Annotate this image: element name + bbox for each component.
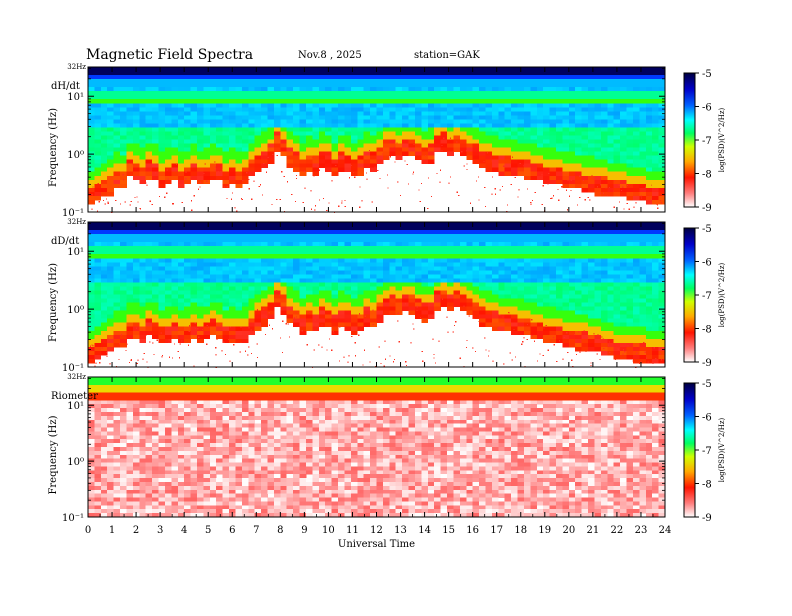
- station-label: station=GAK: [414, 50, 480, 61]
- colorbar-tick-label: -6: [702, 103, 712, 114]
- x-tick-label: 20: [562, 525, 575, 536]
- colorbar-tick-label: -9: [702, 203, 712, 214]
- x-tick-label: 15: [442, 525, 455, 536]
- panel-label: Riometer: [51, 391, 98, 402]
- x-tick-label: 21: [587, 525, 600, 536]
- top-frequency-label: 32Hz: [67, 218, 86, 226]
- colorbar: -5 -6 -7 -8 -9 log(PSD)(V^2/Hz): [684, 379, 726, 524]
- colorbar-tick-label: -5: [702, 69, 712, 80]
- colorbar-label: log(PSD)(V^2/Hz): [718, 262, 726, 327]
- colorbar-tick-label: -5: [702, 224, 712, 235]
- y-tick-label: 10⁰: [67, 150, 84, 161]
- x-axis-label: Universal Time: [338, 539, 415, 550]
- top-frequency-label: 32Hz: [67, 63, 86, 71]
- colorbar-tick-label: -9: [702, 513, 712, 524]
- x-tick-label: 8: [277, 525, 283, 536]
- colorbar-tick-label: -8: [702, 325, 712, 336]
- colorbar-tick-label: -7: [702, 136, 712, 147]
- y-tick-label: 10⁰: [67, 457, 84, 468]
- colorbar-tick-label: -8: [702, 480, 712, 491]
- x-tick-label: 7: [253, 525, 259, 536]
- panel-riometer: 10¹ 10⁰ 10⁻¹ 32Hz Riometer Frequency (Hz) -5 -6…: [48, 373, 726, 524]
- spectrogram-cells: [88, 377, 665, 517]
- x-tick-label: 2: [133, 525, 139, 536]
- panel-label: dH/dt: [51, 81, 80, 92]
- x-tick-label: 1: [109, 525, 115, 536]
- figure-header: Magnetic Field Spectra Nov.8 , 2025 stat…: [86, 47, 480, 63]
- y-tick-label: 10¹: [67, 92, 84, 103]
- colorbar-tick-label: -6: [702, 413, 712, 424]
- x-tick-label: 16: [466, 525, 479, 536]
- x-tick-label: 6: [229, 525, 235, 536]
- x-tick-label: 22: [611, 525, 624, 536]
- colorbar-label: log(PSD)(V^2/Hz): [718, 417, 726, 482]
- colorbar-tick-label: -6: [702, 258, 712, 269]
- x-tick-label: 12: [370, 525, 383, 536]
- x-tick-label: 10: [322, 525, 335, 536]
- x-tick-label: 24: [659, 525, 672, 536]
- colorbar-label: log(PSD)(V^2/Hz): [718, 107, 726, 172]
- x-tick-label: 4: [181, 525, 187, 536]
- x-tick-label: 13: [394, 525, 407, 536]
- x-tick-label: 9: [301, 525, 307, 536]
- x-tick-label: 23: [635, 525, 648, 536]
- colorbar: -5 -6 -7 -8 -9 log(PSD)(V^2/Hz): [684, 224, 726, 369]
- figure-date: Nov.8 , 2025: [298, 50, 362, 61]
- x-tick-label: 18: [514, 525, 527, 536]
- x-tick-label: 11: [346, 525, 359, 536]
- x-tick-label: 0: [85, 525, 91, 536]
- panel-label: dD/dt: [51, 236, 79, 247]
- figure-title: Magnetic Field Spectra: [86, 47, 253, 63]
- top-frequency-label: 32Hz: [67, 373, 86, 381]
- y-axis-label: Frequency (Hz): [48, 415, 59, 494]
- colorbar-tick-label: -8: [702, 170, 712, 181]
- y-tick-label: 10¹: [67, 401, 84, 412]
- y-tick-label: 10⁻¹: [62, 513, 84, 524]
- x-tick-label: 17: [490, 525, 503, 536]
- colorbar: -5 -6 -7 -8 -9 log(PSD)(V^2/Hz): [684, 69, 726, 214]
- colorbar-tick-label: -9: [702, 358, 712, 369]
- x-tick-label: 5: [205, 525, 211, 536]
- colorbar-tick-label: -7: [702, 291, 712, 302]
- colorbar-tick-label: -5: [702, 379, 712, 390]
- y-axis-label: Frequency (Hz): [48, 108, 59, 187]
- x-tick-label: 14: [418, 525, 431, 536]
- x-tick-label: 3: [157, 525, 163, 536]
- x-tick-label: 19: [538, 525, 551, 536]
- y-tick-label: 10⁰: [67, 305, 84, 316]
- y-tick-label: 10¹: [67, 247, 84, 258]
- colorbar-tick-label: -7: [702, 446, 712, 457]
- y-axis-label: Frequency (Hz): [48, 263, 59, 342]
